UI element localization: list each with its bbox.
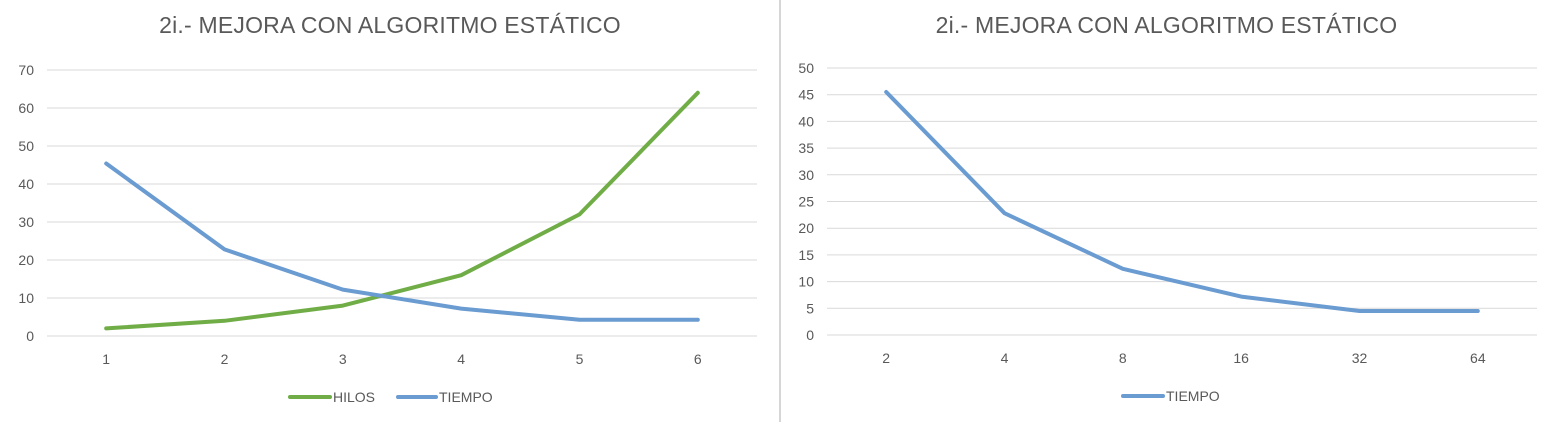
y-tick-label: 40 xyxy=(18,176,34,192)
data-point xyxy=(104,326,108,330)
x-tick-label: 32 xyxy=(1352,350,1368,366)
y-tick-label: 40 xyxy=(798,113,814,129)
x-tick-label: 1 xyxy=(102,351,110,367)
y-tick-label: 20 xyxy=(18,252,34,268)
chart-title: 2i.- MEJORA CON ALGORITMO ESTÁTICO xyxy=(935,12,1398,38)
series-line-tiempo xyxy=(104,161,700,322)
x-tick-label: 64 xyxy=(1470,350,1486,366)
y-tick-label: 10 xyxy=(798,274,814,290)
x-tick-label: 4 xyxy=(457,351,465,367)
y-tick-label: 30 xyxy=(798,167,814,183)
x-tick-label: 4 xyxy=(1001,350,1009,366)
data-point xyxy=(1476,309,1480,313)
x-tick-label: 5 xyxy=(576,351,584,367)
y-tick-label: 5 xyxy=(806,300,814,316)
data-point xyxy=(459,307,463,311)
y-tick-label: 35 xyxy=(798,140,814,156)
y-tick-label: 50 xyxy=(798,60,814,76)
y-tick-label: 60 xyxy=(18,100,34,116)
chart-panel-2: 2i.- MEJORA CON ALGORITMO ESTÁTICO 0 5 10 1… xyxy=(781,0,1552,422)
data-point xyxy=(104,161,108,165)
y-tick-label: 15 xyxy=(798,247,814,263)
legend-label: HILOS xyxy=(333,389,375,405)
data-point xyxy=(223,319,226,323)
series-line-hilos xyxy=(104,90,700,331)
data-point xyxy=(1121,267,1125,271)
data-point xyxy=(1358,309,1361,313)
y-tick-label: 25 xyxy=(798,194,814,210)
y-tick-label: 70 xyxy=(18,62,34,78)
line-chart-1: 0 10 20 30 40 50 60 70 1 2 3 4 5 6 HILOS TIEMPO xyxy=(18,62,757,405)
y-tick-label: 45 xyxy=(798,87,814,103)
y-tick-label: 20 xyxy=(798,220,814,236)
x-tick-label: 3 xyxy=(339,351,347,367)
legend-label: TIEMPO xyxy=(439,389,493,405)
y-tick-label: 10 xyxy=(18,290,34,306)
line-chart-2: 0 5 10 15 20 25 30 35 40 45 50 2 4 8 16 32 64 TIEMPO xyxy=(798,60,1537,404)
y-tick-label: 50 xyxy=(18,138,34,154)
y-tick-label: 0 xyxy=(26,328,34,344)
x-tick-label: 16 xyxy=(1233,350,1249,366)
legend-label: TIEMPO xyxy=(1166,388,1220,404)
x-tick-label: 2 xyxy=(221,351,229,367)
data-point xyxy=(1003,211,1006,215)
chart-title: 2i.- MEJORA CON ALGORITMO ESTÁTICO xyxy=(159,12,621,38)
data-point xyxy=(884,90,888,94)
x-tick-label: 6 xyxy=(694,351,702,367)
data-point xyxy=(696,91,700,95)
chart-panel-1: 2i.- MEJORA CON ALGORITMO ESTÁTICO 0 10 20… xyxy=(18,12,757,405)
data-point xyxy=(696,318,700,322)
data-point xyxy=(459,273,463,277)
panel-divider xyxy=(779,0,781,422)
data-point xyxy=(341,304,345,308)
data-point xyxy=(578,318,581,322)
y-tick-label: 30 xyxy=(18,214,34,230)
data-point xyxy=(1239,295,1243,299)
data-point xyxy=(223,247,226,251)
x-tick-label: 8 xyxy=(1119,350,1127,366)
x-tick-label: 2 xyxy=(882,350,890,366)
y-tick-label: 0 xyxy=(806,327,814,343)
data-point xyxy=(578,212,581,216)
series-line-tiempo xyxy=(884,90,1480,313)
data-point xyxy=(341,288,345,292)
